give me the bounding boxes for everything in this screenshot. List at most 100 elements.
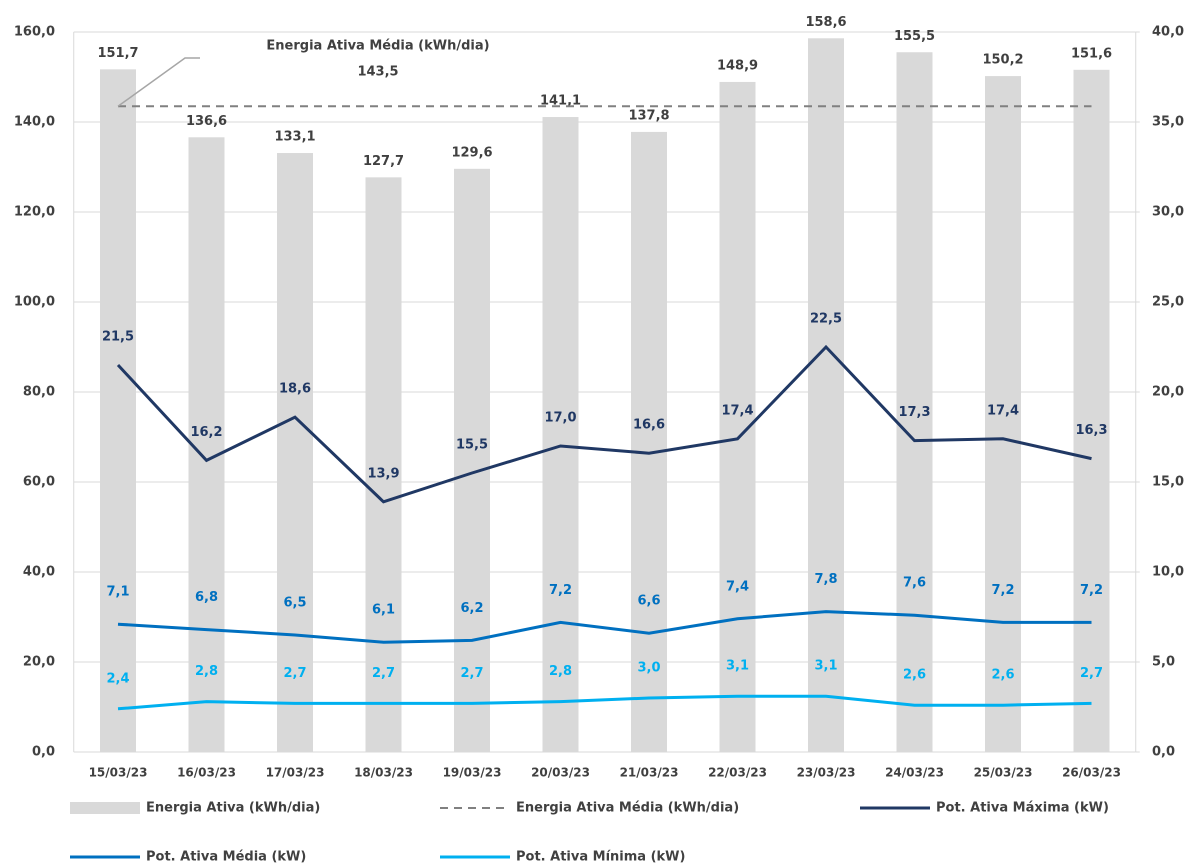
bar bbox=[808, 38, 844, 753]
line-label: 16,6 bbox=[633, 418, 665, 433]
bar-label: 127,7 bbox=[363, 154, 404, 169]
line-label: 3,0 bbox=[637, 661, 660, 676]
y-tick-label: 160,0 bbox=[14, 25, 55, 40]
bar bbox=[365, 177, 402, 753]
y2-tick-label: 20,0 bbox=[1152, 385, 1184, 400]
line-label: 16,2 bbox=[190, 425, 222, 440]
line-label: 3,1 bbox=[814, 659, 837, 674]
leader-line bbox=[117, 57, 200, 107]
legend-label: Pot. Ativa Máxima (kW) bbox=[936, 801, 1109, 816]
bar bbox=[631, 131, 667, 752]
line-label: 6,2 bbox=[460, 601, 483, 616]
x-tick-label: 25/03/23 bbox=[974, 766, 1033, 780]
bar-label: 133,1 bbox=[274, 130, 315, 145]
line-label: 2,8 bbox=[549, 664, 572, 679]
y2-tick-label: 30,0 bbox=[1152, 205, 1184, 220]
line-label: 21,5 bbox=[102, 330, 134, 345]
x-tick-label: 24/03/23 bbox=[885, 766, 944, 780]
line-label: 7,4 bbox=[726, 579, 749, 594]
bar bbox=[188, 137, 225, 753]
y-tick-label: 40,0 bbox=[23, 565, 55, 580]
line-label: 6,5 bbox=[283, 596, 306, 611]
bar-label: 158,6 bbox=[805, 15, 846, 30]
y-tick-label: 80,0 bbox=[23, 385, 55, 400]
y2-tick-label: 35,0 bbox=[1152, 115, 1184, 130]
bar-label: 150,2 bbox=[982, 53, 1023, 68]
line-label: 7,2 bbox=[1080, 583, 1103, 598]
bar bbox=[542, 117, 579, 753]
x-tick-label: 23/03/23 bbox=[797, 766, 856, 780]
line bbox=[117, 610, 1092, 644]
line-label: 2,7 bbox=[1080, 666, 1103, 681]
line-label: 18,6 bbox=[279, 382, 311, 397]
line-label: 22,5 bbox=[810, 312, 842, 327]
y-tick-label: 140,0 bbox=[14, 115, 55, 130]
y-tick-label: 100,0 bbox=[14, 295, 55, 310]
line-label: 2,7 bbox=[460, 666, 483, 681]
x-tick-label: 22/03/23 bbox=[708, 766, 767, 780]
legend-swatch bbox=[70, 802, 140, 814]
line-label: 7,2 bbox=[549, 583, 572, 598]
line-label: 6,8 bbox=[195, 590, 218, 605]
annotation: Energia Ativa Média (kWh/dia) bbox=[266, 39, 489, 54]
x-tick-label: 17/03/23 bbox=[266, 766, 325, 780]
y2-tick-label: 40,0 bbox=[1152, 25, 1184, 40]
legend-label: Energia Ativa (kWh/dia) bbox=[146, 801, 320, 816]
line-label: 7,8 bbox=[814, 572, 837, 587]
y2-tick-label: 5,0 bbox=[1152, 655, 1175, 670]
bar bbox=[1073, 69, 1110, 753]
line-label: 7,6 bbox=[903, 576, 926, 591]
x-tick-label: 26/03/23 bbox=[1062, 766, 1121, 780]
bar bbox=[985, 76, 1021, 753]
bar-label: 141,1 bbox=[540, 94, 581, 109]
reference-label: 143,5 bbox=[357, 65, 398, 80]
bar bbox=[277, 153, 313, 753]
line-label: 17,4 bbox=[721, 403, 753, 418]
y-tick-label: 60,0 bbox=[23, 475, 55, 490]
bar bbox=[454, 168, 490, 753]
x-tick-label: 16/03/23 bbox=[177, 766, 236, 780]
line bbox=[117, 694, 1092, 711]
line bbox=[116, 344, 1092, 504]
bar bbox=[896, 52, 933, 752]
line-label: 2,8 bbox=[195, 664, 218, 679]
line-label: 15,5 bbox=[456, 438, 488, 453]
line-label: 2,6 bbox=[903, 668, 926, 683]
x-tick-label: 20/03/23 bbox=[531, 766, 590, 780]
y2-tick-label: 0,0 bbox=[1152, 745, 1175, 760]
x-tick-label: 21/03/23 bbox=[620, 766, 679, 780]
bar bbox=[100, 69, 136, 753]
y2-tick-label: 15,0 bbox=[1152, 475, 1184, 490]
legend-label: Energia Ativa Média (kWh/dia) bbox=[516, 801, 739, 816]
line-label: 17,4 bbox=[987, 403, 1019, 418]
legend-label: Pot. Ativa Mínima (kW) bbox=[516, 850, 685, 865]
line-label: 13,9 bbox=[367, 466, 399, 481]
bar-label: 136,6 bbox=[186, 114, 227, 129]
y-tick-label: 20,0 bbox=[23, 655, 55, 670]
y2-tick-label: 10,0 bbox=[1152, 565, 1184, 580]
line-label: 2,4 bbox=[106, 671, 129, 686]
line-label: 3,1 bbox=[726, 659, 749, 674]
line-label: 7,2 bbox=[991, 583, 1014, 598]
y2-tick-label: 25,0 bbox=[1152, 295, 1184, 310]
bar-label: 137,8 bbox=[628, 108, 669, 123]
legend-label: Pot. Ativa Média (kW) bbox=[146, 850, 306, 865]
y-tick-label: 120,0 bbox=[14, 205, 55, 220]
line-label: 2,6 bbox=[991, 668, 1014, 683]
x-tick-label: 19/03/23 bbox=[443, 766, 502, 780]
line-label: 17,0 bbox=[544, 411, 576, 426]
bar-label: 151,7 bbox=[97, 46, 138, 61]
line-label: 7,1 bbox=[106, 585, 129, 600]
bar-label: 129,6 bbox=[451, 145, 492, 160]
x-tick-label: 15/03/23 bbox=[89, 766, 148, 780]
bar bbox=[719, 81, 756, 752]
line-label: 6,6 bbox=[637, 594, 660, 609]
bar-label: 148,9 bbox=[717, 58, 758, 73]
line-label: 2,7 bbox=[372, 666, 395, 681]
y-tick-label: 0,0 bbox=[32, 745, 55, 760]
bar-label: 151,6 bbox=[1071, 46, 1112, 61]
line-label: 16,3 bbox=[1075, 423, 1107, 438]
line-label: 2,7 bbox=[283, 666, 306, 681]
x-tick-label: 18/03/23 bbox=[354, 766, 413, 780]
